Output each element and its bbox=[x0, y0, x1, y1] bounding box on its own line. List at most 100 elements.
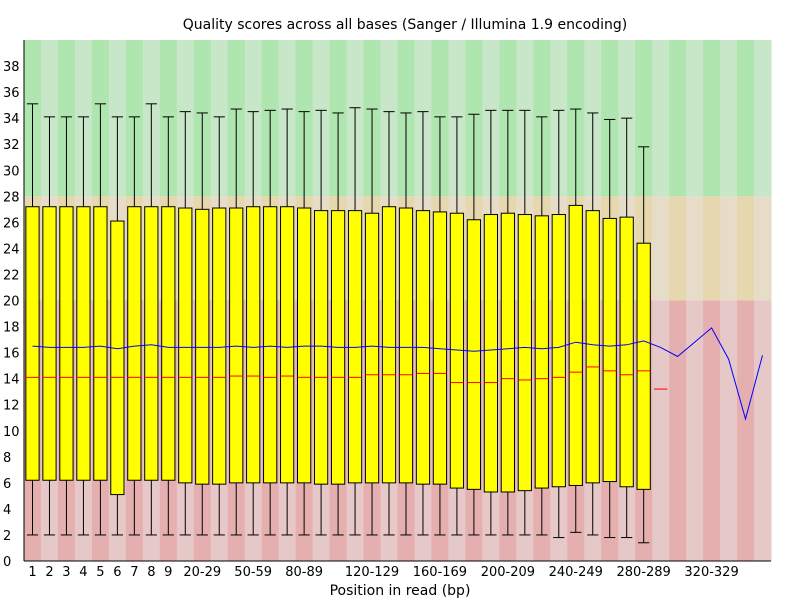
y-tick-label: 36 bbox=[3, 86, 20, 101]
x-axis-label: Position in read (bp) bbox=[330, 583, 471, 599]
y-tick-label: 10 bbox=[3, 425, 20, 440]
iqr-box bbox=[619, 216, 634, 488]
iqr-box bbox=[263, 206, 278, 484]
y-tick-label: 12 bbox=[3, 399, 20, 414]
iqr-box bbox=[161, 206, 176, 481]
x-tick-label: 280-289 bbox=[617, 565, 671, 580]
y-tick-label: 24 bbox=[3, 242, 20, 257]
iqr-box bbox=[534, 215, 549, 489]
x-tick-label: 9 bbox=[164, 565, 172, 580]
y-tick-label: 8 bbox=[3, 451, 11, 466]
x-tick-label: 80-89 bbox=[285, 565, 323, 580]
y-tick-label: 28 bbox=[3, 190, 20, 205]
iqr-box bbox=[636, 242, 651, 490]
y-tick-label: 38 bbox=[3, 60, 20, 75]
y-tick-label: 14 bbox=[3, 373, 20, 388]
y-tick-label: 20 bbox=[3, 295, 20, 310]
iqr-box bbox=[229, 207, 244, 484]
y-tick-label: 0 bbox=[3, 555, 11, 570]
iqr-box bbox=[297, 207, 312, 484]
y-tick-label: 4 bbox=[3, 503, 11, 518]
y-tick-label: 16 bbox=[3, 347, 20, 362]
iqr-box bbox=[364, 212, 380, 484]
iqr-box bbox=[212, 207, 227, 485]
x-tick-label: 3 bbox=[62, 565, 70, 580]
zone-reasonable-band bbox=[720, 196, 738, 301]
x-tick-label: 8 bbox=[147, 565, 155, 580]
iqr-box bbox=[585, 210, 600, 484]
x-tick-label: 5 bbox=[96, 565, 104, 580]
zone-good-band bbox=[635, 40, 653, 197]
iqr-box bbox=[500, 212, 515, 493]
y-tick-label: 2 bbox=[3, 529, 11, 544]
iqr-box bbox=[25, 206, 40, 481]
iqr-box bbox=[144, 206, 159, 481]
x-tick-label: 200-209 bbox=[481, 565, 535, 580]
x-tick-label: 160-169 bbox=[413, 565, 467, 580]
iqr-box bbox=[59, 206, 74, 481]
zone-good-band bbox=[720, 40, 738, 197]
iqr-box bbox=[381, 206, 397, 484]
mean-quality-line bbox=[32, 327, 763, 421]
box-plot-layer bbox=[25, 103, 668, 544]
iqr-box bbox=[602, 217, 617, 483]
zone-reasonable-band bbox=[737, 196, 755, 301]
x-tick-label: 320-329 bbox=[684, 565, 738, 580]
zone-good-band bbox=[601, 40, 619, 197]
y-tick-label: 18 bbox=[3, 321, 20, 336]
zone-reasonable-band bbox=[754, 196, 772, 301]
zone-reasonable-band bbox=[703, 196, 721, 301]
iqr-box bbox=[280, 206, 295, 484]
zone-reasonable-band bbox=[686, 196, 704, 301]
iqr-box bbox=[93, 206, 108, 481]
iqr-box bbox=[246, 206, 261, 484]
x-tick-label: 1 bbox=[28, 565, 36, 580]
x-tick-label: 240-249 bbox=[549, 565, 603, 580]
zone-good-band bbox=[686, 40, 704, 197]
y-tick-label: 6 bbox=[3, 477, 11, 492]
iqr-box bbox=[195, 208, 210, 485]
iqr-box bbox=[466, 219, 482, 490]
y-tick-label: 34 bbox=[3, 112, 20, 127]
iqr-box bbox=[178, 207, 193, 484]
iqr-box bbox=[76, 206, 91, 481]
y-tick-label: 32 bbox=[3, 138, 20, 153]
iqr-box bbox=[110, 220, 125, 496]
zone-good-band bbox=[703, 40, 721, 197]
zone-good-band bbox=[652, 40, 670, 197]
x-tick-label: 2 bbox=[45, 565, 53, 580]
zone-poor-band bbox=[737, 300, 755, 561]
zone-poor-band bbox=[652, 300, 670, 561]
iqr-box bbox=[551, 214, 566, 488]
iqr-box bbox=[517, 214, 532, 492]
y-tick-label: 22 bbox=[3, 268, 20, 283]
iqr-box bbox=[313, 210, 329, 485]
zone-reasonable-band bbox=[652, 196, 670, 301]
zone-poor-band bbox=[703, 300, 721, 561]
y-tick-label: 26 bbox=[3, 216, 20, 231]
zone-poor-band bbox=[686, 300, 704, 561]
iqr-box bbox=[483, 214, 498, 493]
x-tick-label: 7 bbox=[130, 565, 138, 580]
iqr-box bbox=[398, 207, 414, 484]
zone-reasonable-band bbox=[669, 196, 687, 301]
zone-good-band bbox=[754, 40, 772, 197]
iqr-box bbox=[568, 204, 583, 486]
mean-line-layer bbox=[32, 327, 763, 421]
x-tick-label: 4 bbox=[79, 565, 87, 580]
x-tick-label: 20-29 bbox=[183, 565, 221, 580]
x-tick-label: 120-129 bbox=[345, 565, 399, 580]
zone-poor-band bbox=[669, 300, 687, 561]
x-tick-label: 6 bbox=[113, 565, 121, 580]
iqr-box bbox=[42, 206, 57, 481]
zone-poor-band bbox=[754, 300, 772, 561]
zone-good-band bbox=[669, 40, 687, 197]
zone-good-band bbox=[737, 40, 755, 197]
chart-title: Quality scores across all bases (Sanger … bbox=[183, 17, 627, 33]
iqr-box bbox=[127, 206, 142, 481]
y-tick-label: 30 bbox=[3, 164, 20, 179]
x-tick-label: 50-59 bbox=[234, 565, 272, 580]
zone-poor-band bbox=[720, 300, 738, 561]
